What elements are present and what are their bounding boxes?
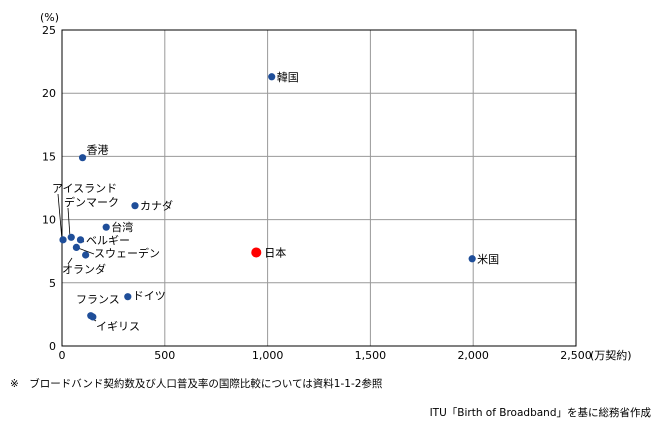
leader-スウェーデン [77, 247, 95, 255]
point-日本 [251, 247, 262, 258]
leader-アイスランド [57, 193, 63, 241]
grid [62, 30, 576, 346]
x-tick-label: 0 [59, 349, 66, 362]
point-オランダ [82, 251, 90, 259]
label-日本: 日本 [264, 245, 286, 259]
x-tick-label: 1,000 [252, 349, 284, 362]
point-台湾 [102, 223, 110, 231]
x-tick-label: 1,500 [355, 349, 387, 362]
label-ドイツ: ドイツ [133, 290, 166, 303]
leader-デンマーク [67, 207, 71, 238]
x-tick-label: 2,500 [560, 349, 592, 362]
label-デンマーク: デンマーク [64, 195, 119, 209]
label-フランス: フランス [76, 293, 120, 306]
y-tick-label: 25 [42, 24, 56, 37]
y-tick-label: 15 [42, 150, 56, 163]
label-台湾: 台湾 [111, 220, 133, 234]
leader-lines [57, 193, 97, 322]
label-アイスランド: アイスランド [52, 182, 117, 195]
label-韓国: 韓国 [277, 71, 299, 84]
label-イギリス: イギリス [96, 320, 140, 333]
label-カナダ: カナダ [140, 199, 173, 213]
x-tick-label: 2,000 [457, 349, 489, 362]
plot-frame [61, 29, 577, 347]
point-アイスランド [59, 236, 67, 244]
label-スウェーデン: スウェーデン [94, 246, 160, 260]
data-points [59, 73, 476, 321]
point-イギリス [89, 313, 97, 321]
y-tick-label: 20 [42, 87, 56, 100]
y-tick-label: 5 [49, 277, 56, 290]
label-オランダ: オランダ [62, 262, 106, 276]
x-unit-label: (万契約) [590, 348, 632, 362]
point-スウェーデン [72, 243, 80, 252]
leader-オランダ [67, 257, 73, 265]
footnote: ※ ブロードバンド契約数及び人口普及率の国際比較については資料1-1-2参照 [10, 378, 383, 390]
point-デンマーク [67, 233, 75, 241]
point-ベルギー [76, 236, 85, 244]
point-カナダ [131, 202, 139, 210]
label-米国: 米国 [477, 253, 499, 266]
point-ドイツ [124, 293, 132, 301]
y-tick-label: 10 [42, 214, 56, 227]
y-tick-label: 0 [49, 340, 56, 353]
y-unit-label: (%) [40, 11, 59, 24]
axis-ticks: 0 500 1,000 1,500 2,000 2,500 0 5 10 15 20 25 [42, 24, 592, 362]
point-labels: 韓国香港カナダ アイスランドデンマーク台湾ベルギースウェーデンオランダ 日本米国ドイ… [52, 71, 499, 333]
label-ベルギー: ベルギー [86, 234, 130, 247]
point-韓国 [268, 73, 276, 81]
scatter-chart: 0 500 1,000 1,500 2,000 2,500 0 5 10 15 20 25 (%) (… [40, 11, 632, 362]
x-tick-label: 500 [154, 349, 175, 362]
point-香港 [78, 154, 87, 162]
source-note: ITU「Birth of Broadband」を基に総務省作成 [429, 407, 651, 419]
point-米国 [468, 255, 476, 263]
label-香港: 香港 [87, 144, 109, 157]
